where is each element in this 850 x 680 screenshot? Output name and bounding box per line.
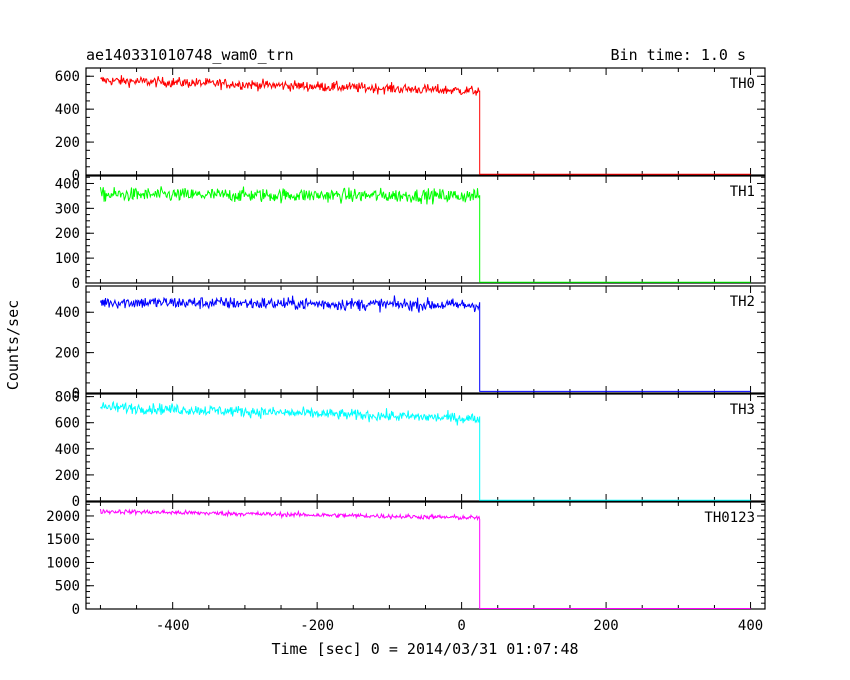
- x-tick-label: 0: [457, 618, 465, 634]
- panels-group: 0 200 400 600 TH0 0 100 200 300 400 TH1 0 200 400 TH2 0…: [46, 67, 766, 634]
- y-tick-label: 400: [55, 102, 80, 118]
- y-tick-label: 1500: [46, 532, 80, 548]
- x-tick-label: -200: [300, 618, 334, 634]
- series-line-th3: [100, 400, 751, 501]
- y-tick-label: 0: [72, 494, 80, 510]
- panel-frame-th0123: [85, 501, 766, 610]
- y-tick-label: 0: [72, 276, 80, 292]
- y-tick-label: 1000: [46, 555, 80, 571]
- y-tick-label: 0: [72, 168, 80, 184]
- series-label-th2: TH2: [730, 294, 755, 310]
- y-tick-label: 200: [55, 226, 80, 242]
- y-tick-label: 0: [72, 386, 80, 402]
- series-label-th3: TH3: [730, 402, 755, 418]
- y-tick-label: 600: [55, 416, 80, 432]
- series-line-th1: [99, 186, 751, 283]
- chart-title: ae140331010748_wam0_trn: [86, 46, 294, 64]
- y-tick-label: 200: [55, 346, 80, 362]
- y-tick-label: 600: [55, 69, 80, 85]
- y-tick-label: 300: [55, 201, 80, 217]
- series-line-th0123: [99, 508, 751, 609]
- series-label-th0123: TH0123: [704, 510, 755, 526]
- y-axis-label: Counts/sec: [4, 300, 22, 390]
- x-tick-label: -400: [156, 618, 190, 634]
- x-axis-label: Time [sec] 0 = 2014/03/31 01:07:48: [271, 640, 578, 658]
- series-line-th0: [100, 75, 751, 175]
- y-tick-label: 2000: [46, 509, 80, 525]
- y-tick-label: 200: [55, 135, 80, 151]
- y-tick-label: 400: [55, 176, 80, 192]
- y-tick-label: 400: [55, 442, 80, 458]
- series-line-th2: [99, 295, 751, 392]
- y-tick-label: 400: [55, 305, 80, 321]
- y-tick-label: 0: [72, 602, 80, 618]
- y-tick-label: 500: [55, 579, 80, 595]
- y-tick-label: 800: [55, 390, 80, 406]
- series-label-th1: TH1: [730, 184, 755, 200]
- series-label-th0: TH0: [730, 76, 755, 92]
- y-tick-label: 200: [55, 468, 80, 484]
- x-tick-label: 400: [738, 618, 763, 634]
- panel-frame-th3: [85, 393, 766, 502]
- y-tick-label: 100: [55, 251, 80, 267]
- x-tick-label: 200: [593, 618, 618, 634]
- bin-time-label: Bin time: 1.0 s: [611, 46, 746, 64]
